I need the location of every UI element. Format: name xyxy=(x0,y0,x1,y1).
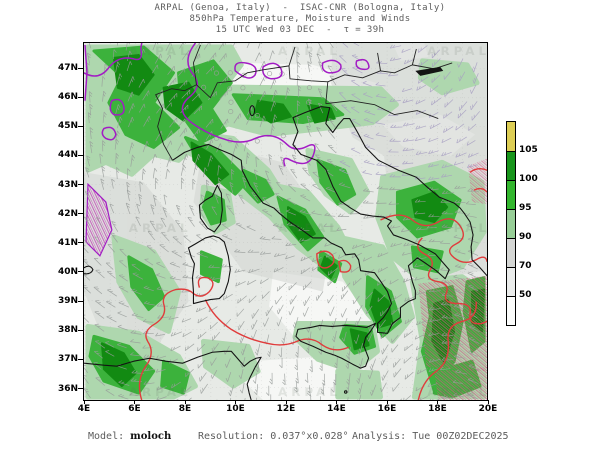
colorbar-label-90: 90 xyxy=(519,232,532,242)
lat-label-44N: 44N xyxy=(57,150,78,161)
lat-tick xyxy=(78,271,83,273)
lon-tick xyxy=(437,400,438,404)
colorbar-label-50: 50 xyxy=(519,290,532,300)
lat-tick xyxy=(78,184,83,186)
colorbar-segment-0 xyxy=(507,122,515,151)
wind-barbs xyxy=(84,43,481,400)
coastlines xyxy=(84,105,487,400)
lon-tick xyxy=(336,400,337,404)
colorbar-segment-5 xyxy=(507,267,515,296)
lon-tick xyxy=(134,400,135,404)
lat-tick xyxy=(78,213,83,215)
watermark-text: ARPAL xyxy=(278,221,341,235)
lat-label-39N: 39N xyxy=(57,296,78,307)
resolution-label: Resolution: xyxy=(198,431,265,442)
lon-label-12E: 12E xyxy=(276,404,296,414)
resolution-group: Resolution: 0.037°x0.028° xyxy=(198,431,349,442)
lon-label-14E: 14E xyxy=(327,404,346,414)
lon-label-20E: 20E xyxy=(478,404,498,414)
lat-label-36N: 36N xyxy=(57,383,78,394)
colorbar-label-70: 70 xyxy=(519,261,532,271)
model-value: moloch xyxy=(130,431,172,442)
purple-contours xyxy=(84,43,370,167)
model-label: Model: xyxy=(88,431,125,442)
lat-label-38N: 38N xyxy=(57,325,78,336)
colorbar-segment-4 xyxy=(507,238,515,267)
watermark-text: ARPAL xyxy=(278,385,341,399)
colorbar-label-95: 95 xyxy=(519,203,532,213)
lat-label-41N: 41N xyxy=(57,237,78,248)
analysis-label: Analysis: xyxy=(352,431,407,442)
colorbar-segment-1 xyxy=(507,151,515,180)
lat-tick xyxy=(78,242,83,244)
colorbar-label-105: 105 xyxy=(519,145,538,155)
colorbar-label-100: 100 xyxy=(519,174,538,184)
lat-label-40N: 40N xyxy=(57,266,78,277)
lat-tick xyxy=(78,125,83,127)
colorbar-segment-2 xyxy=(507,180,515,209)
model-group: Model: moloch xyxy=(88,431,171,442)
lon-tick xyxy=(83,400,85,404)
lat-label-42N: 42N xyxy=(57,208,78,219)
watermark-text: ARPAL xyxy=(129,385,192,399)
analysis-group: Analysis: Tue 00Z02DEC2025 xyxy=(352,431,509,442)
lat-tick xyxy=(78,96,83,98)
title-validtime: 15 UTC Wed 03 DEC - τ = 39h xyxy=(215,25,385,35)
moisture-dark xyxy=(100,53,486,388)
lat-label-37N: 37N xyxy=(57,354,78,365)
watermark-text: ARPAL xyxy=(129,221,192,235)
map-canvas: ARPAL ARPAL ARPAL ARPAL ARPAL ARPAL ARPAL ARPAL… xyxy=(84,43,487,400)
lat-tick xyxy=(78,67,83,69)
lat-tick xyxy=(78,300,83,302)
lat-label-46N: 46N xyxy=(57,92,78,103)
lon-tick xyxy=(285,400,287,404)
colorbar-segment-6 xyxy=(507,296,515,325)
analysis-value: Tue 00Z02DEC2025 xyxy=(412,431,509,442)
resolution-value: 0.037°x0.028° xyxy=(270,431,349,442)
lat-tick xyxy=(78,154,83,156)
lon-label-4E: 4E xyxy=(77,404,91,414)
lon-tick xyxy=(184,400,186,404)
map-area: ARPAL ARPAL ARPAL ARPAL ARPAL ARPAL ARPAL ARPAL… xyxy=(83,42,488,401)
watermark-text: ARPAL xyxy=(129,44,192,58)
title-product: 850hPa Temperature, Moisture and Winds xyxy=(189,14,411,24)
country-borders xyxy=(155,44,453,161)
title-institutions: ARPAL (Genoa, Italy) - ISAC-CNR (Bologna… xyxy=(154,3,446,13)
lat-tick xyxy=(78,388,83,390)
lake-balaton xyxy=(415,66,444,76)
watermarks: ARPAL ARPAL ARPAL ARPAL ARPAL ARPAL ARPAL ARPAL… xyxy=(129,44,487,399)
colorbar-segment-3 xyxy=(507,209,515,238)
lat-tick xyxy=(78,329,83,331)
watermark-text: ARPAL xyxy=(427,385,487,399)
lon-label-8E: 8E xyxy=(178,404,192,414)
lat-label-43N: 43N xyxy=(57,179,78,190)
lat-label-47N: 47N xyxy=(57,63,78,73)
lon-label-18E: 18E xyxy=(428,404,447,414)
colorbar xyxy=(506,121,516,326)
lon-tick xyxy=(235,400,236,404)
lon-label-16E: 16E xyxy=(377,404,397,414)
footer-caption: Model: moloch Resolution: 0.037°x0.028° … xyxy=(0,431,600,445)
lat-label-45N: 45N xyxy=(57,121,78,132)
watermark-text: ARPAL xyxy=(427,221,487,235)
red-contours xyxy=(138,168,487,400)
lon-tick xyxy=(487,400,489,404)
lon-tick xyxy=(386,400,388,404)
watermark-text: ARPAL xyxy=(278,44,341,58)
lat-tick xyxy=(78,358,83,360)
lon-label-10E: 10E xyxy=(226,404,245,414)
watermark-text: ARPAL xyxy=(427,44,487,58)
lon-label-6E: 6E xyxy=(128,404,141,414)
